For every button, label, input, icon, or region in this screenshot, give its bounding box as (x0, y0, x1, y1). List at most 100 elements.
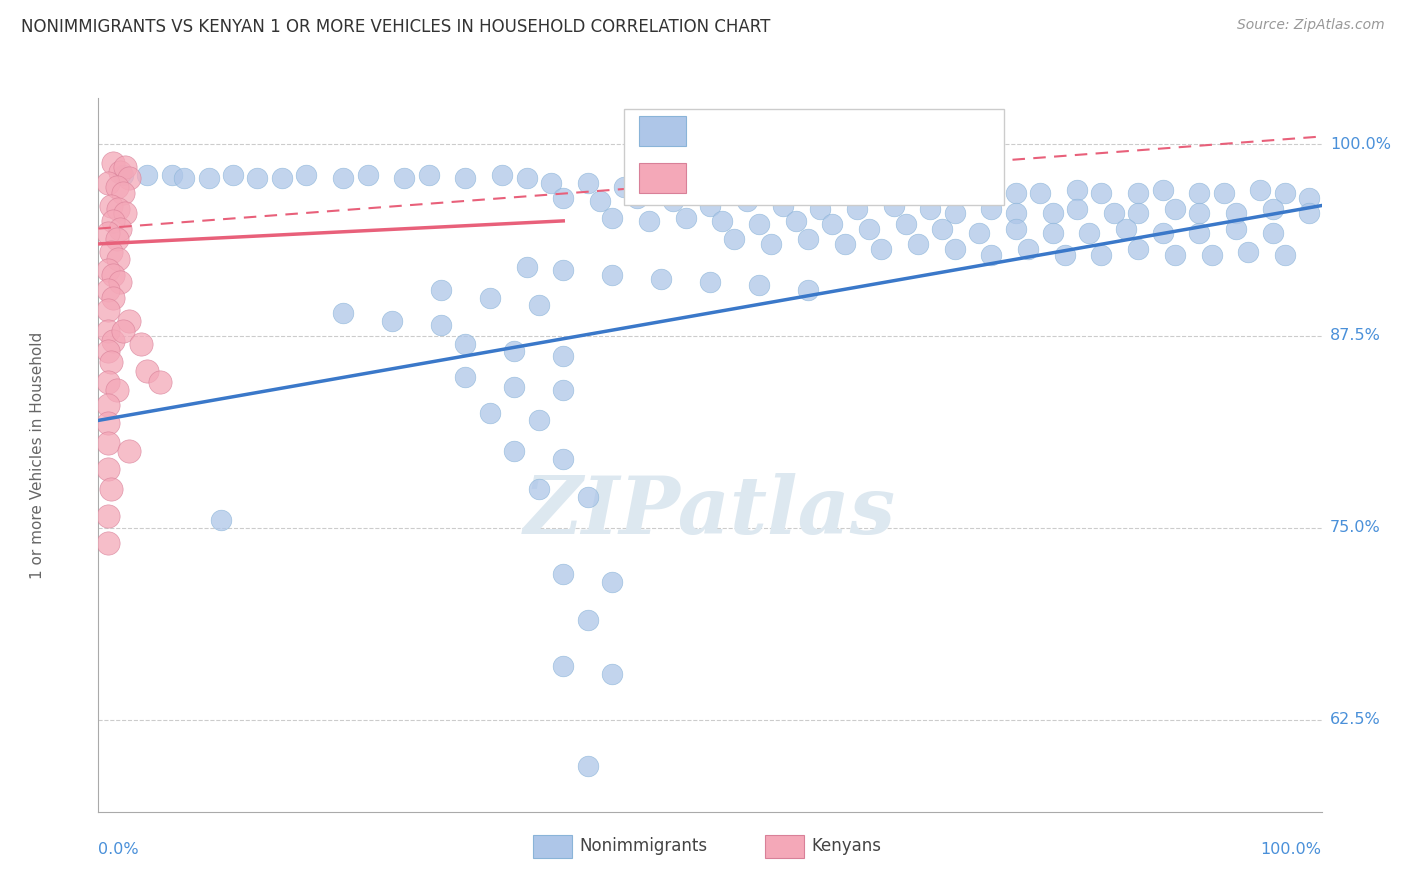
Point (711, 214, 734, 228)
Point (1115, 221, 1137, 235)
Point (735, 180, 758, 194)
Point (515, 170, 537, 185)
Point (600, 574, 623, 589)
Point (381, 313, 404, 327)
Point (454, 170, 477, 185)
Point (883, 198, 905, 212)
Point (967, 226, 990, 240)
Point (1237, 244, 1260, 259)
Point (332, 170, 354, 185)
Point (97, 325, 120, 339)
Point (101, 155, 124, 169)
Point (553, 451, 575, 466)
Point (1225, 221, 1247, 235)
Point (97, 436, 120, 450)
Point (1029, 186, 1052, 201)
Point (576, 758, 599, 772)
Point (967, 183, 990, 197)
FancyBboxPatch shape (765, 835, 804, 858)
Point (97, 508, 120, 523)
Point (454, 370, 477, 384)
Point (129, 336, 152, 351)
Point (111, 186, 134, 201)
Point (97, 302, 120, 317)
Point (118, 313, 141, 327)
Text: 100.0%: 100.0% (1330, 136, 1391, 152)
Point (1066, 183, 1088, 197)
Point (613, 180, 636, 194)
Point (527, 298, 550, 312)
Point (107, 252, 129, 267)
Point (907, 186, 929, 201)
Point (209, 513, 232, 527)
Point (1102, 206, 1125, 220)
Point (503, 444, 526, 458)
Point (761, 236, 783, 251)
Point (772, 176, 794, 190)
Point (845, 202, 868, 216)
Point (1298, 206, 1320, 220)
Point (454, 336, 477, 351)
Point (785, 214, 807, 228)
Point (553, 659, 575, 673)
Point (821, 183, 844, 197)
Text: 87.5%: 87.5% (1330, 328, 1381, 343)
Point (1274, 186, 1296, 201)
Point (748, 217, 770, 231)
Point (222, 168, 245, 182)
Point (430, 283, 453, 297)
Point (1274, 247, 1296, 261)
Point (1042, 226, 1064, 240)
Point (1212, 186, 1234, 201)
Point (1004, 206, 1026, 220)
Point (553, 383, 575, 397)
Point (197, 170, 219, 185)
Point (118, 444, 141, 458)
FancyBboxPatch shape (640, 116, 686, 146)
Point (1188, 206, 1211, 220)
Point (1128, 242, 1150, 256)
Text: 62.5%: 62.5% (1330, 712, 1381, 727)
Point (97, 398, 120, 412)
Point (136, 168, 159, 182)
Point (1152, 226, 1174, 240)
Point (1004, 221, 1026, 235)
Point (295, 168, 318, 182)
Text: Kenyans: Kenyans (811, 837, 882, 855)
Point (748, 278, 770, 293)
Point (105, 383, 128, 397)
Point (478, 406, 501, 420)
Point (894, 217, 917, 231)
FancyBboxPatch shape (533, 835, 572, 858)
Point (1128, 206, 1150, 220)
Point (111, 168, 134, 182)
Point (478, 291, 501, 305)
Point (553, 263, 575, 277)
Point (1017, 242, 1039, 256)
Point (97, 263, 120, 277)
Text: R = 0.052  N =  41: R = 0.052 N = 41 (704, 169, 907, 187)
Point (821, 217, 844, 231)
Point (110, 221, 132, 235)
Point (540, 176, 562, 190)
Text: 75.0%: 75.0% (1330, 520, 1381, 535)
Text: ZIPatlas: ZIPatlas (524, 474, 896, 550)
Point (101, 214, 124, 228)
Point (136, 364, 159, 378)
Point (576, 613, 599, 627)
Point (797, 283, 820, 297)
Point (1188, 186, 1211, 201)
Point (356, 168, 378, 182)
FancyBboxPatch shape (624, 109, 1004, 205)
Point (600, 211, 623, 225)
Point (97, 344, 120, 359)
Point (858, 221, 880, 235)
Point (797, 180, 820, 194)
Point (980, 247, 1002, 261)
Point (430, 318, 453, 333)
Point (808, 202, 831, 216)
Point (576, 490, 599, 504)
Point (735, 194, 758, 208)
Point (1152, 183, 1174, 197)
Point (980, 202, 1002, 216)
